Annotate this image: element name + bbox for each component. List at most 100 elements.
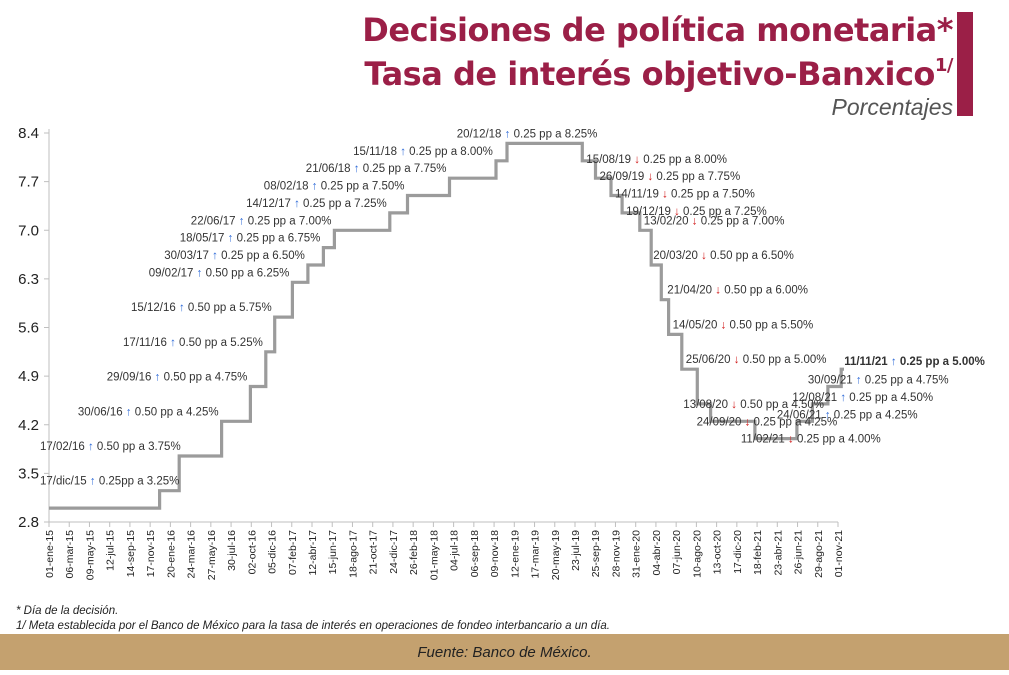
y-tick-label: 4.9 — [18, 368, 39, 385]
annotation: 09/02/17 ↑ 0.50 pp a 6.25% — [149, 267, 290, 279]
x-tick-label: 18-ago-17 — [347, 530, 359, 578]
x-tick-label: 01-ene-15 — [44, 530, 56, 578]
annotation-change: 0.50 pp a 4.25% — [132, 406, 219, 418]
annotation-date: 21/04/20 — [667, 285, 715, 297]
annotation-change: 0.25 pp a 7.25% — [300, 198, 387, 210]
annotation-date: 24/06/21 — [777, 409, 825, 421]
x-tick-label: 27-may-16 — [206, 530, 218, 580]
annotation-change: 0.25 pp a 5.00% — [897, 356, 985, 368]
annotation-change: 0.50 pp a 5.00% — [740, 354, 827, 366]
annotation-change: 0.25 pp a 8.00% — [640, 154, 727, 166]
x-tick-label: 20-ene-16 — [165, 530, 177, 578]
arrow-down-icon: ↓ — [647, 171, 653, 183]
annotation: 19/12/19 ↓ 0.25 pp a 7.25% — [626, 206, 767, 218]
arrow-down-icon: ↓ — [788, 434, 794, 446]
annotation-date: 21/06/18 — [306, 163, 354, 175]
arrow-up-icon: ↑ — [505, 128, 511, 140]
annotation: 24/09/20 ↓ 0.25 pp a 4.25% — [697, 416, 838, 428]
x-tick-label: 24-dic-17 — [388, 530, 400, 574]
x-tick-label: 12-ene-19 — [509, 530, 521, 578]
annotation-date: 08/02/18 — [264, 181, 312, 193]
arrow-up-icon: ↑ — [312, 181, 318, 193]
y-tick-label: 2.8 — [18, 514, 39, 531]
x-tick-label: 01-may-18 — [428, 530, 440, 580]
arrow-up-icon: ↑ — [179, 302, 185, 314]
annotation-change: 0.50 pp a 4.75% — [160, 372, 247, 384]
annotation: 17/dic/15 ↑ 0.25pp a 3.25% — [40, 476, 179, 488]
x-tick-label: 24-mar-16 — [186, 530, 198, 579]
annotation: 26/09/19 ↓ 0.25 pp a 7.75% — [600, 171, 741, 183]
annotation: 13/08/20 ↓ 0.50 pp a 4.50% — [683, 399, 824, 411]
title-footnote-marker: 1/ — [934, 55, 954, 76]
x-tick-label: 14-sep-15 — [125, 530, 137, 577]
arrow-up-icon: ↑ — [155, 372, 161, 384]
annotation: 11/02/21 ↓ 0.25 pp a 4.00% — [741, 434, 881, 446]
x-tick-label: 09-may-15 — [84, 530, 96, 580]
arrow-down-icon: ↓ — [662, 189, 668, 201]
annotation-change: 0.50 pp a 3.75% — [94, 441, 181, 453]
annotation-change: 0.25 pp a 8.25% — [510, 128, 597, 140]
annotation-date: 17/11/16 — [123, 337, 170, 349]
annotation-date: 20/12/18 — [457, 128, 505, 140]
y-tick-label: 6.3 — [18, 271, 39, 288]
annotation-change: 0.25 pp a 4.75% — [862, 375, 949, 387]
annotation-date: 26/09/19 — [600, 171, 648, 183]
annotation-change: 0.25 pp a 7.75% — [653, 171, 740, 183]
annotation-change: 0.25 pp a 7.00% — [245, 215, 332, 227]
arrow-down-icon: ↓ — [715, 285, 721, 297]
annotation-change: 0.50 pp a 4.50% — [737, 399, 824, 411]
annotation-date: 18/05/17 — [180, 233, 228, 245]
y-tick-label: 5.6 — [18, 320, 39, 337]
annotation-date: 20/03/20 — [653, 250, 701, 262]
chart-title-line1: Decisiones de política monetaria* — [362, 11, 953, 49]
x-tick-label: 05-dic-16 — [267, 530, 279, 574]
annotation: 30/06/16 ↑ 0.50 pp a 4.25% — [78, 406, 219, 418]
annotation-change: 0.50 pp a 6.50% — [707, 250, 794, 262]
footnote-target-definition: 1/ Meta establecida por el Banco de Méxi… — [16, 620, 610, 632]
annotation-change: 0.50 pp a 5.50% — [726, 319, 813, 331]
arrow-up-icon: ↑ — [126, 406, 132, 418]
arrow-down-icon: ↓ — [701, 250, 707, 262]
annotation-date: 25/06/20 — [686, 354, 734, 366]
x-tick-label: 12-abr-17 — [307, 530, 319, 576]
x-tick-label: 01-nov-21 — [833, 530, 845, 577]
annotation: 12/08/21 ↑ 0.25 pp a 4.50% — [792, 392, 933, 404]
title-accent-bar — [957, 12, 973, 116]
title-block: Decisiones de política monetaria* Tasa d… — [362, 12, 953, 121]
arrow-up-icon: ↑ — [840, 392, 846, 404]
chart-subtitle: Porcentajes — [831, 94, 953, 120]
footnote-decision-day: * Día de la decisión. — [16, 605, 119, 617]
annotation: 15/12/16 ↑ 0.50 pp a 5.75% — [131, 302, 272, 314]
annotation-change: 0.50 pp a 5.25% — [176, 337, 263, 349]
arrow-down-icon: ↓ — [734, 354, 740, 366]
arrow-down-icon: ↓ — [674, 206, 680, 218]
x-tick-label: 17-nov-15 — [145, 530, 157, 577]
x-tick-label: 15-jun-17 — [327, 530, 339, 575]
arrow-up-icon: ↑ — [294, 198, 300, 210]
y-tick-label: 7.7 — [18, 174, 39, 191]
annotation-date: 30/06/16 — [78, 406, 126, 418]
arrow-down-icon: ↓ — [731, 399, 737, 411]
annotation-date: 13/02/20 — [644, 215, 692, 227]
annotation: 22/06/17 ↑ 0.25 pp a 7.00% — [191, 215, 332, 227]
annotation-date: 30/09/21 — [808, 375, 856, 387]
arrow-down-icon: ↓ — [745, 416, 751, 428]
arrow-up-icon: ↑ — [90, 476, 96, 488]
annotation-change: 0.25 pp a 6.50% — [218, 250, 305, 262]
annotation-date: 30/03/17 — [164, 250, 212, 262]
arrow-up-icon: ↑ — [88, 441, 94, 453]
annotation-date: 15/12/16 — [131, 302, 179, 314]
annotation-date: 19/12/19 — [626, 206, 674, 218]
annotation-date: 17/dic/15 — [40, 476, 90, 488]
annotation: 15/08/19 ↓ 0.25 pp a 8.00% — [586, 154, 727, 166]
arrow-up-icon: ↑ — [212, 250, 218, 262]
arrow-down-icon: ↓ — [721, 319, 727, 331]
x-tick-label: 26-jun-21 — [793, 530, 805, 575]
chart-title-line2-text: Tasa de interés objetivo-Banxico — [364, 55, 935, 93]
annotation: 20/03/20 ↓ 0.50 pp a 6.50% — [653, 250, 794, 262]
annotation-date: 11/11/21 — [844, 356, 891, 368]
x-tick-label: 25-sep-19 — [590, 530, 602, 577]
arrow-up-icon: ↑ — [228, 233, 234, 245]
y-tick-label: 3.5 — [18, 465, 39, 482]
source-band: Fuente: Banco de México. — [0, 634, 1009, 670]
